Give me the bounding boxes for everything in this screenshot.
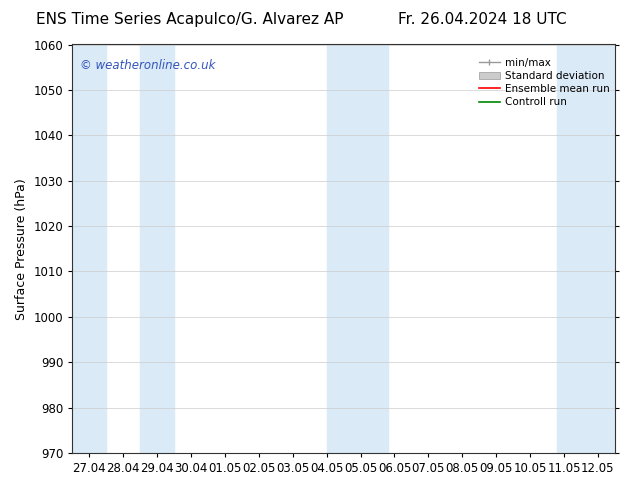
Bar bbox=[72, 45, 107, 453]
Bar bbox=[327, 45, 387, 453]
Legend: min/max, Standard deviation, Ensemble mean run, Controll run: min/max, Standard deviation, Ensemble me… bbox=[479, 58, 610, 107]
Bar bbox=[140, 45, 174, 453]
Bar bbox=[557, 45, 615, 453]
Text: Fr. 26.04.2024 18 UTC: Fr. 26.04.2024 18 UTC bbox=[398, 12, 566, 27]
Y-axis label: Surface Pressure (hPa): Surface Pressure (hPa) bbox=[15, 178, 28, 319]
Text: ENS Time Series Acapulco/G. Alvarez AP: ENS Time Series Acapulco/G. Alvarez AP bbox=[36, 12, 344, 27]
Text: © weatheronline.co.uk: © weatheronline.co.uk bbox=[81, 59, 216, 72]
